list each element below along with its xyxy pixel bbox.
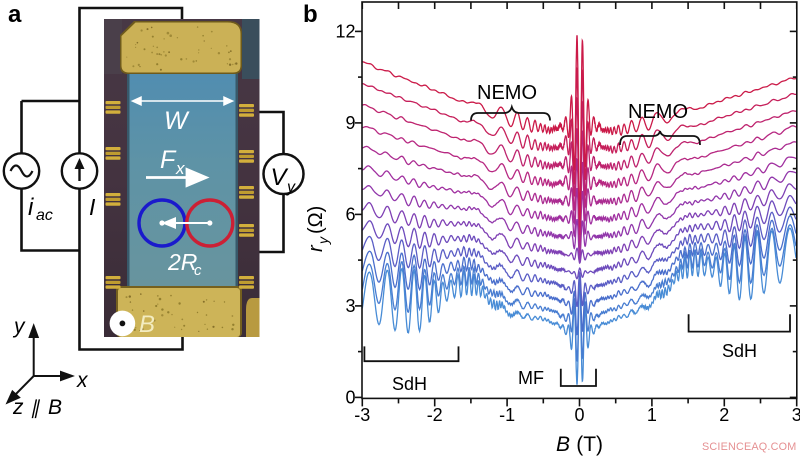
svg-text:B: B — [556, 433, 570, 456]
svg-text:B: B — [139, 311, 155, 338]
svg-text:-3: -3 — [354, 405, 370, 425]
svg-text:3: 3 — [792, 405, 800, 425]
svg-text:x: x — [175, 159, 185, 178]
svg-text:a: a — [8, 1, 22, 28]
svg-text:z: z — [12, 396, 24, 419]
svg-text:y: y — [286, 179, 296, 196]
svg-text:I: I — [89, 194, 96, 220]
svg-text:∥: ∥ — [29, 398, 43, 419]
svg-text:MF: MF — [518, 368, 544, 388]
svg-text:2: 2 — [719, 405, 729, 425]
svg-text:-1: -1 — [499, 405, 515, 425]
svg-text:0: 0 — [345, 388, 355, 408]
svg-text:W: W — [164, 107, 190, 135]
svg-text:1: 1 — [647, 405, 657, 425]
svg-text:B: B — [48, 396, 62, 419]
svg-text:x: x — [76, 369, 89, 392]
svg-text:NEMO: NEMO — [628, 101, 688, 123]
svg-text:12: 12 — [335, 22, 355, 42]
svg-text:SdH: SdH — [722, 341, 757, 361]
svg-text:y: y — [315, 236, 331, 245]
svg-text:b: b — [303, 1, 318, 28]
svg-text:9: 9 — [345, 113, 355, 133]
svg-text:3: 3 — [345, 296, 355, 316]
svg-text:SdH: SdH — [392, 374, 427, 394]
svg-text:c: c — [194, 262, 202, 279]
svg-text:6: 6 — [345, 205, 355, 225]
svg-text:(Ω): (Ω) — [305, 206, 327, 234]
svg-text:(T): (T) — [572, 433, 603, 456]
svg-text:y: y — [12, 315, 26, 338]
svg-text:r: r — [305, 244, 327, 252]
svg-text:2R: 2R — [167, 249, 197, 275]
svg-text:V: V — [271, 164, 289, 191]
svg-text:-2: -2 — [427, 405, 443, 425]
svg-text:ac: ac — [36, 207, 53, 224]
svg-text:0: 0 — [574, 405, 584, 425]
svg-text:SCIENCEAQ.COM: SCIENCEAQ.COM — [702, 441, 796, 453]
svg-text:F: F — [160, 146, 177, 174]
svg-text:NEMO: NEMO — [477, 82, 537, 104]
svg-text:i: i — [28, 194, 34, 221]
